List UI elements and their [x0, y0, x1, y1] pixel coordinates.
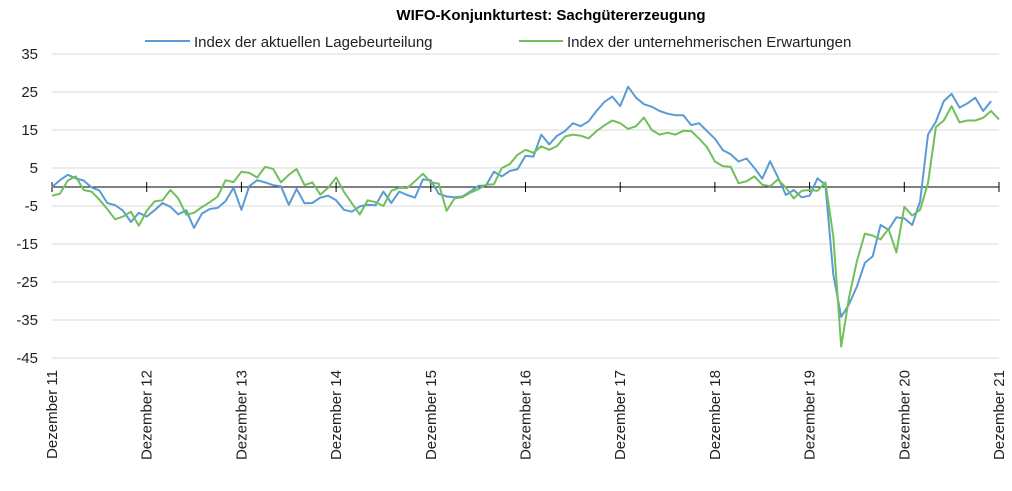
- series-line-lagebeurteilung: [51, 85, 992, 318]
- x-tick-label: Dezember 13: [233, 370, 250, 460]
- y-tick-label: 5: [30, 160, 38, 177]
- x-tick-label: Dezember 15: [423, 370, 440, 460]
- legend-label-lagebeurteilung: Index der aktuellen Lagebeurteilung: [194, 34, 433, 51]
- y-tick-label: 35: [21, 46, 38, 63]
- x-tick-label: Dezember 14: [328, 370, 345, 460]
- y-tick-label: 25: [21, 84, 38, 101]
- y-tick-label: -15: [16, 236, 38, 253]
- y-tick-label: -25: [16, 274, 38, 291]
- series-lines: [51, 85, 1000, 348]
- x-axis: [51, 182, 1000, 192]
- x-tick-label: Dezember 11: [44, 370, 61, 459]
- x-tick-label: Dezember 12: [139, 370, 156, 460]
- series-line-erwartungen: [51, 105, 1000, 348]
- x-tick-label: Dezember 17: [612, 370, 629, 460]
- gridlines: [52, 53, 999, 359]
- x-tick-label: Dezember 18: [707, 370, 724, 460]
- x-tick-label: Dezember 16: [518, 370, 535, 460]
- x-tick-label: Dezember 19: [802, 370, 819, 460]
- y-tick-label: -35: [16, 312, 38, 329]
- legend-label-erwartungen: Index der unternehmerischen Erwartungen: [567, 34, 851, 51]
- x-axis-tick-labels: Dezember 11 Dezember 12 Dezember 13 Dezembe…: [44, 370, 1008, 460]
- x-tick-label: Dezember 20: [896, 370, 913, 460]
- x-tick-label: Dezember 21: [991, 370, 1008, 460]
- y-tick-label: 15: [21, 122, 38, 139]
- chart-title: WIFO-Konjunkturtest: Sachgütererzeugung: [396, 7, 705, 24]
- y-axis-tick-labels: 35 25 15 5 -5 -15 -25 -35 -45: [16, 46, 38, 367]
- y-tick-label: -45: [16, 350, 38, 367]
- y-tick-label: -5: [25, 198, 38, 215]
- legend: Index der aktuellen Lagebeurteilung Inde…: [145, 34, 851, 51]
